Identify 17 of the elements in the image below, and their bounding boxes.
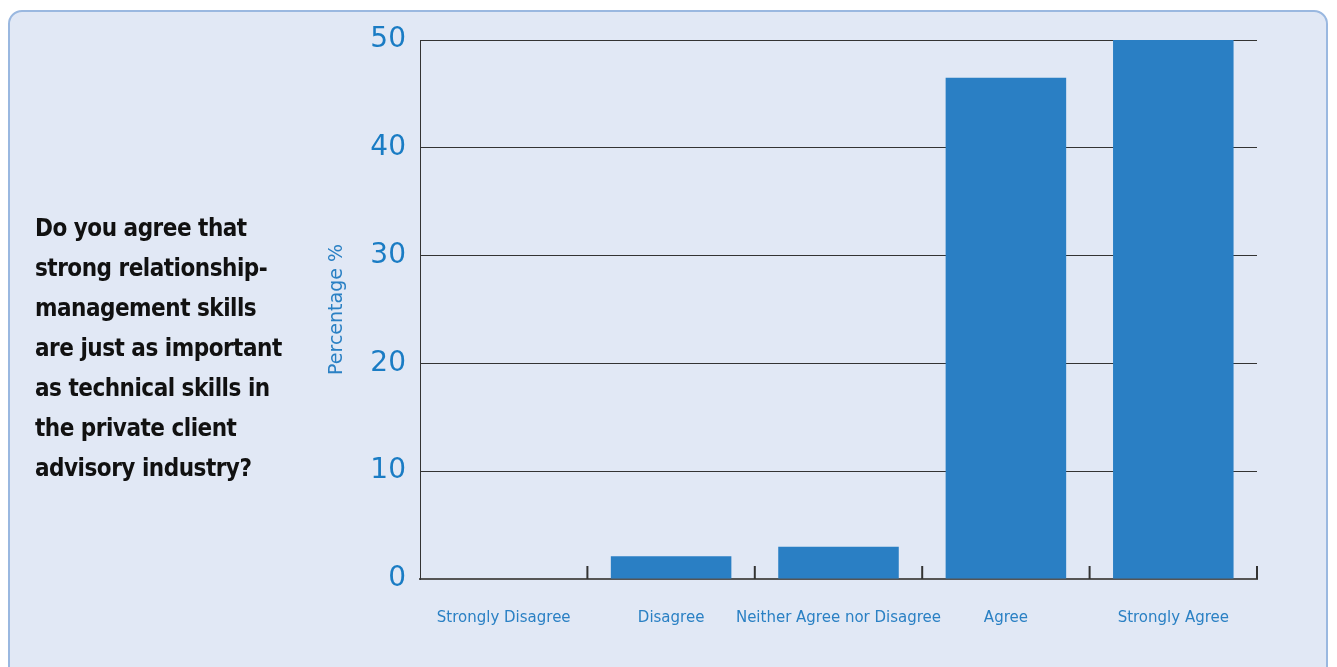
x-tick-label: Strongly Agree xyxy=(1117,607,1229,626)
y-axis-title: Percentage % xyxy=(324,244,347,375)
y-tick-label: 10 xyxy=(370,452,406,486)
x-tick-label: Neither Agree nor Disagree xyxy=(735,607,942,626)
y-tick-label: 0 xyxy=(388,560,406,594)
y-tick-label: 20 xyxy=(370,344,406,378)
bar xyxy=(610,556,732,579)
y-tick-label: 40 xyxy=(370,129,406,163)
bar xyxy=(945,77,1067,579)
y-tick-label: 50 xyxy=(370,21,406,55)
bar xyxy=(778,546,899,579)
x-tick-label: Agree xyxy=(983,607,1028,626)
x-tick-label: Disagree xyxy=(637,607,705,626)
bar xyxy=(1113,40,1234,579)
y-tick-label: 30 xyxy=(370,236,406,270)
x-tick-label: Strongly Disagree xyxy=(436,607,571,626)
text: Do you agree that strong relationship-management skills are just as important as technical skills in the private client advisory industry? xyxy=(35,213,283,484)
